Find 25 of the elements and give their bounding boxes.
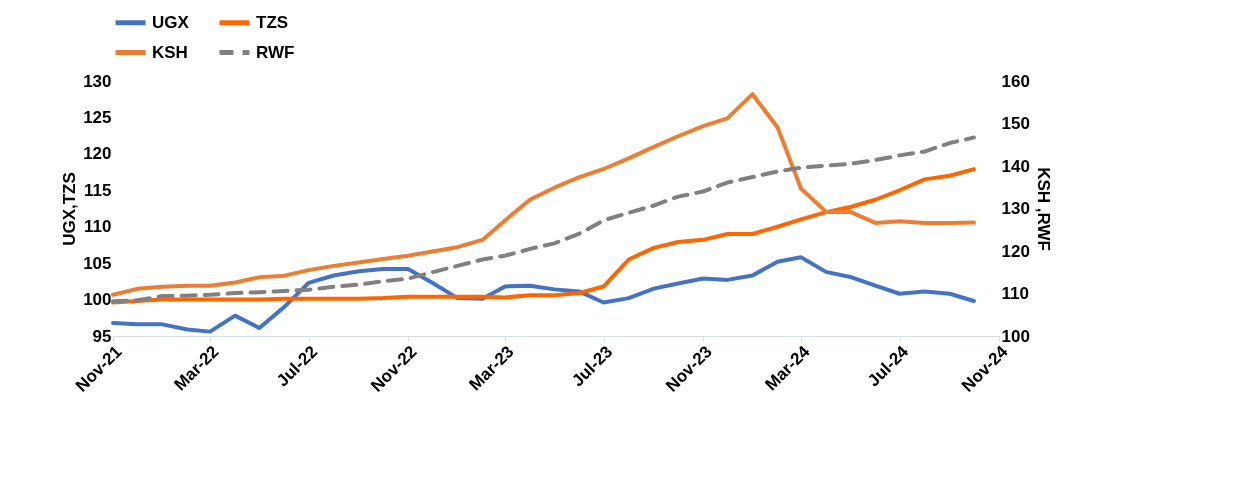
y2-axis-title: KSH ,RWF: [1033, 167, 1053, 251]
y2-tick-label: 140: [1001, 156, 1030, 176]
line-series: [111, 135, 976, 304]
legend-label: TZS: [256, 12, 289, 32]
y-tick-label: 130: [83, 71, 112, 91]
y-tick-label: 125: [83, 107, 112, 127]
legend-label: UGX: [152, 12, 190, 32]
legend-label: KSH: [152, 42, 188, 62]
y-tick-label: 100: [83, 290, 112, 310]
legend-label: RWF: [256, 42, 295, 62]
y2-tick-label: 100: [1001, 326, 1030, 346]
line-series: [111, 92, 976, 297]
y-tick-label: 95: [92, 326, 112, 346]
y2-tick-label: 110: [1001, 284, 1029, 303]
line-series: [111, 167, 976, 305]
y-axis-title: UGX,TZS: [60, 172, 80, 246]
y-tick-label: 115: [84, 180, 112, 200]
y2-tick-label: 130: [1001, 199, 1030, 218]
y-tick-label: 120: [83, 144, 112, 164]
y2-tick-label: 150: [1001, 114, 1030, 133]
y2-tick-label: 160: [1001, 71, 1030, 91]
y-tick-label: 110: [84, 217, 112, 237]
line-series: [111, 255, 976, 334]
y-tick-label: 105: [83, 253, 112, 273]
y2-tick-label: 120: [1001, 241, 1030, 261]
